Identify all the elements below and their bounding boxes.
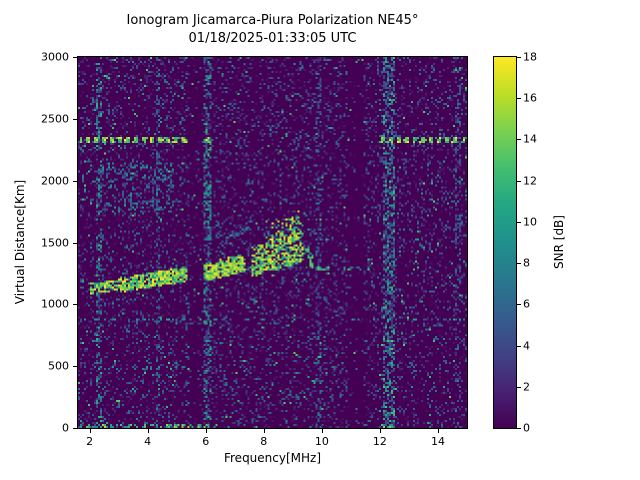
x-tick-label: 2 bbox=[86, 435, 94, 448]
x-tick-mark bbox=[205, 429, 207, 433]
x-tick-mark bbox=[379, 429, 381, 433]
y-axis-label: Virtual Distance[Km] bbox=[13, 179, 27, 305]
y-tick-mark bbox=[73, 428, 77, 429]
x-axis-label: Frequency[MHz] bbox=[223, 451, 322, 465]
chart-subtitle: 01/18/2025-01:33:05 UTC bbox=[188, 31, 357, 46]
x-tick-mark bbox=[321, 429, 323, 433]
colorbar-tick-label: 2 bbox=[523, 380, 530, 394]
colorbar-tick-label: 12 bbox=[523, 174, 537, 188]
colorbar bbox=[494, 57, 516, 428]
colorbar-tick-mark bbox=[517, 221, 521, 223]
chart-title: Ionogram Jicamarca-Piura Polarization NE… bbox=[126, 13, 419, 28]
colorbar-tick-label: 0 bbox=[523, 421, 530, 435]
y-tick-mark bbox=[73, 180, 77, 182]
colorbar-tick-label: 14 bbox=[523, 132, 537, 146]
colorbar-tick-label: 8 bbox=[523, 256, 530, 270]
colorbar-tick-mark bbox=[517, 428, 521, 429]
y-tick-label: 500 bbox=[48, 359, 69, 373]
x-tick-label: 8 bbox=[260, 435, 268, 448]
colorbar-tick-label: 4 bbox=[523, 339, 530, 353]
colorbar-tick-label: 18 bbox=[523, 50, 537, 64]
x-tick-mark bbox=[437, 429, 439, 433]
y-tick-label: 3000 bbox=[41, 50, 69, 64]
y-tick-mark bbox=[73, 57, 77, 58]
colorbar-tick-mark bbox=[517, 180, 521, 182]
ionogram-heatmap bbox=[78, 57, 467, 428]
x-tick-mark bbox=[89, 429, 91, 433]
y-tick-label: 2000 bbox=[41, 174, 69, 188]
y-tick-mark bbox=[73, 242, 77, 244]
colorbar-tick-label: 6 bbox=[523, 297, 530, 311]
colorbar-tick-mark bbox=[517, 139, 521, 141]
x-tick-label: 6 bbox=[202, 435, 210, 448]
x-tick-mark bbox=[147, 429, 149, 433]
colorbar-tick-mark bbox=[517, 57, 521, 58]
colorbar-tick-mark bbox=[517, 263, 521, 265]
colorbar-label: SNR [dB] bbox=[552, 215, 566, 269]
y-tick-mark bbox=[73, 304, 77, 306]
colorbar-tick-label: 16 bbox=[523, 91, 537, 105]
x-tick-label: 4 bbox=[144, 435, 152, 448]
x-tick-label: 12 bbox=[372, 435, 387, 448]
colorbar-tick-mark bbox=[517, 304, 521, 306]
x-tick-label: 10 bbox=[314, 435, 329, 448]
y-tick-label: 1500 bbox=[41, 236, 69, 249]
y-tick-label: 1000 bbox=[41, 297, 69, 311]
x-tick-label: 14 bbox=[430, 435, 445, 448]
y-tick-mark bbox=[73, 366, 77, 368]
y-tick-label: 2500 bbox=[41, 112, 69, 126]
y-tick-label: 0 bbox=[62, 421, 69, 435]
colorbar-tick-label: 10 bbox=[523, 215, 537, 229]
colorbar-tick-mark bbox=[517, 98, 521, 100]
y-tick-mark bbox=[73, 118, 77, 120]
colorbar-tick-mark bbox=[517, 386, 521, 388]
colorbar-tick-mark bbox=[517, 345, 521, 347]
x-tick-mark bbox=[263, 429, 265, 433]
